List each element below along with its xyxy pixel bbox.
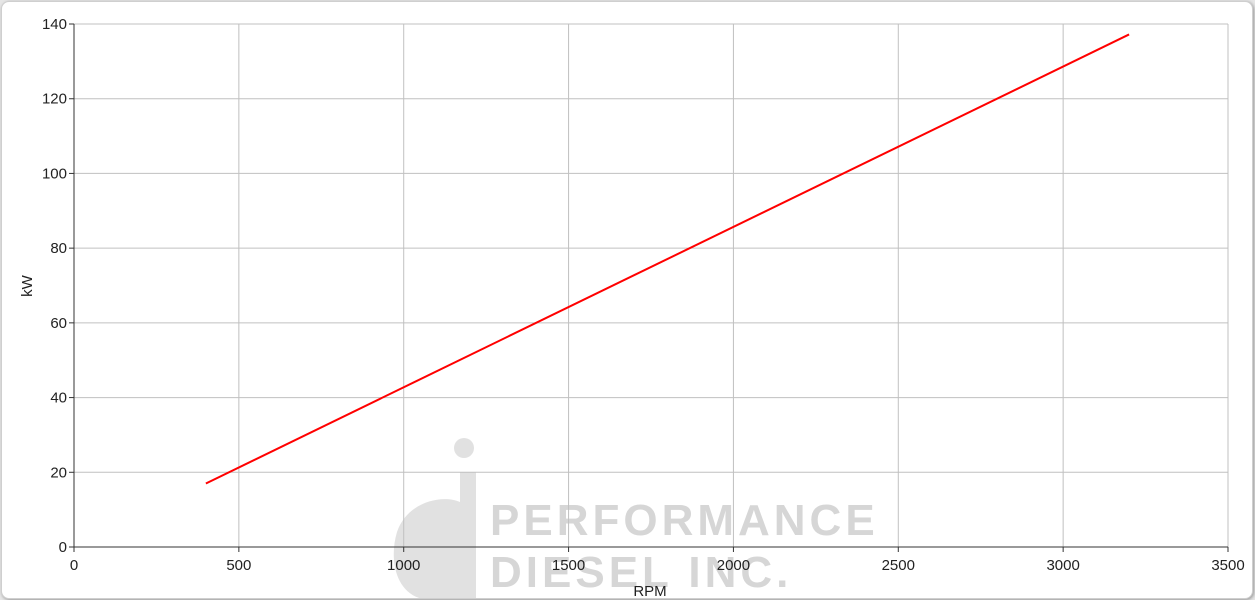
x-tick-label: 3000 [1046,557,1079,574]
y-axis-label: kW [19,274,36,297]
x-tick-label: 1000 [387,557,420,574]
series-group [205,33,1130,485]
y-tick-label: 40 [50,390,67,407]
tick-labels: 0 500 1000 1500 2000 2500 3000 3500 0 20 40 60 80 100… [42,16,1245,574]
watermark-line2: DIESEL INC. [490,548,792,597]
watermark-line1: PERFORMANCE [490,496,879,545]
x-tick-label: 500 [226,557,251,574]
y-tick-label: 20 [50,464,67,481]
x-tick-label: 2000 [717,557,750,574]
y-tick-label: 0 [59,539,67,556]
series-line [205,33,1130,485]
watermark: PERFORMANCE DIESEL INC. [393,438,879,598]
x-tick-label: 2500 [882,557,915,574]
y-tick-label: 100 [42,165,67,182]
x-tick-label: 0 [70,557,78,574]
grid [69,23,1229,552]
y-tick-label: 80 [50,240,67,257]
y-tick-label: 120 [42,91,67,108]
watermark-logo-dot-icon [454,438,474,458]
x-tick-label: 1500 [552,557,585,574]
y-tick-label: 140 [42,16,67,33]
x-axis-label: RPM [633,583,666,599]
x-tick-label: 3500 [1211,557,1244,574]
watermark-logo-icon [393,472,476,598]
y-tick-label: 60 [50,315,67,332]
